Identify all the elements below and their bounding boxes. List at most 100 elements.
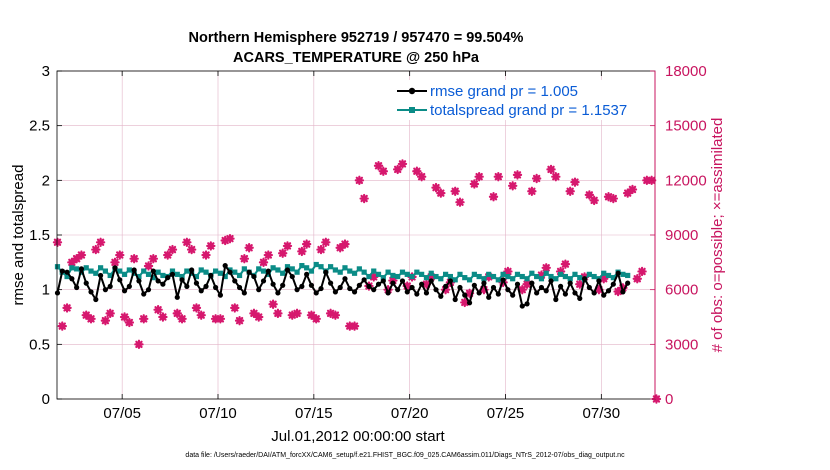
nobs-point xyxy=(124,317,135,328)
totalspread-point xyxy=(169,268,176,274)
totalspread-point xyxy=(510,276,516,282)
nobs-point xyxy=(397,159,408,169)
nobs-point xyxy=(225,233,235,244)
rmse-point xyxy=(543,288,549,294)
nobs-point xyxy=(230,303,240,313)
rmse-point xyxy=(625,280,631,286)
nobs-point xyxy=(369,272,379,282)
nobs-point xyxy=(651,394,662,404)
totalspread-point xyxy=(179,273,185,280)
rmse-point xyxy=(433,287,439,293)
rmse-point xyxy=(222,263,228,269)
y-left-axis-ticks: 0 0.5 1 1.5 2 2.5 3 xyxy=(29,63,62,408)
nobs-point xyxy=(603,192,614,202)
series-rmse xyxy=(54,263,631,309)
totalspread-point xyxy=(356,266,362,272)
rmse-point xyxy=(203,283,209,289)
nobs-point xyxy=(277,248,288,258)
nobs-point xyxy=(95,237,106,247)
totalspread-point xyxy=(462,275,468,281)
rmse-point xyxy=(117,277,123,283)
rmse-point xyxy=(145,287,152,293)
nobs-point xyxy=(359,193,369,204)
nobs-point xyxy=(254,312,264,322)
rmse-point xyxy=(395,287,401,293)
rmse-point xyxy=(251,273,257,280)
nobs-point xyxy=(134,339,144,350)
rmse-point xyxy=(328,280,334,286)
totalspread-point xyxy=(232,269,238,275)
totalspread-point xyxy=(270,265,276,271)
nobs-point xyxy=(378,166,389,176)
nobs-point xyxy=(503,266,513,277)
rmse-point xyxy=(121,288,128,294)
nobs-point xyxy=(522,279,532,289)
nobs-point xyxy=(311,314,321,324)
rmse-point xyxy=(289,273,295,280)
y-left-tick-label: 2.5 xyxy=(29,118,50,135)
nobs-point xyxy=(263,250,274,260)
totalspread-point xyxy=(193,273,200,280)
totalspread-point xyxy=(375,271,382,277)
totalspread-point xyxy=(481,276,487,282)
rmse-point xyxy=(447,278,453,284)
rmse-point xyxy=(227,269,233,275)
nobs-point xyxy=(115,250,125,260)
totalspread-point xyxy=(495,277,501,283)
rmse-point xyxy=(193,280,200,286)
nobs-point xyxy=(493,171,504,182)
nobs-point xyxy=(325,308,336,319)
nobs-point xyxy=(105,308,115,319)
nobs-point xyxy=(479,284,489,295)
totalspread-point xyxy=(534,273,540,280)
totalspread-point xyxy=(385,269,391,275)
rmse-point xyxy=(390,280,396,286)
x-tick-label: 07/20 xyxy=(391,405,429,422)
nobs-point xyxy=(306,310,317,320)
nobs-point xyxy=(292,308,302,319)
totalspread-point xyxy=(88,268,94,274)
totalspread-point xyxy=(83,265,89,271)
totalspread-point xyxy=(519,273,525,280)
nobs-point xyxy=(632,274,642,284)
rmse-point xyxy=(74,284,80,291)
totalspread-point xyxy=(236,272,243,279)
totalspread-point xyxy=(562,273,568,280)
nobs-point xyxy=(196,310,206,320)
nobs-point xyxy=(321,237,331,247)
rmse-point xyxy=(452,296,458,303)
nobs-point xyxy=(249,308,259,319)
totalspread-point xyxy=(256,266,262,272)
x-tick-label: 07/05 xyxy=(103,405,141,422)
nobs-point xyxy=(186,244,197,255)
nobs-point xyxy=(129,253,139,264)
totalspread-point xyxy=(351,270,358,276)
rmse-point xyxy=(438,293,444,299)
nobs-point xyxy=(507,181,518,191)
y-left-tick-label: 0 xyxy=(42,391,50,408)
rmse-point xyxy=(59,268,65,274)
rmse-point xyxy=(294,287,300,293)
legend-label-totalspread: totalspread grand pr = 1.1537 xyxy=(430,102,627,119)
rmse-point xyxy=(514,281,521,287)
data-file-footer: data file: /Users/raeder/DAI/ATM_forcXX/… xyxy=(185,452,625,459)
nobs-point xyxy=(570,177,580,187)
totalspread-point xyxy=(591,273,597,280)
rmse-point xyxy=(486,294,492,300)
rmse-point xyxy=(534,290,540,296)
x-tick-label: 07/25 xyxy=(487,405,525,422)
totalspread-point xyxy=(529,270,535,276)
nobs-point xyxy=(119,312,130,322)
rmse-point xyxy=(308,282,315,288)
totalspread-point xyxy=(54,264,61,270)
rmse-point xyxy=(519,303,525,309)
rmse-point xyxy=(490,284,497,291)
rmse-point xyxy=(213,284,219,291)
rmse-point xyxy=(620,289,626,295)
totalspread-point xyxy=(366,273,372,280)
rmse-point xyxy=(510,292,516,298)
legend-label-rmse: rmse grand pr = 1.005 xyxy=(430,83,578,100)
nobs-point xyxy=(373,161,384,171)
totalspread-point xyxy=(284,264,291,270)
